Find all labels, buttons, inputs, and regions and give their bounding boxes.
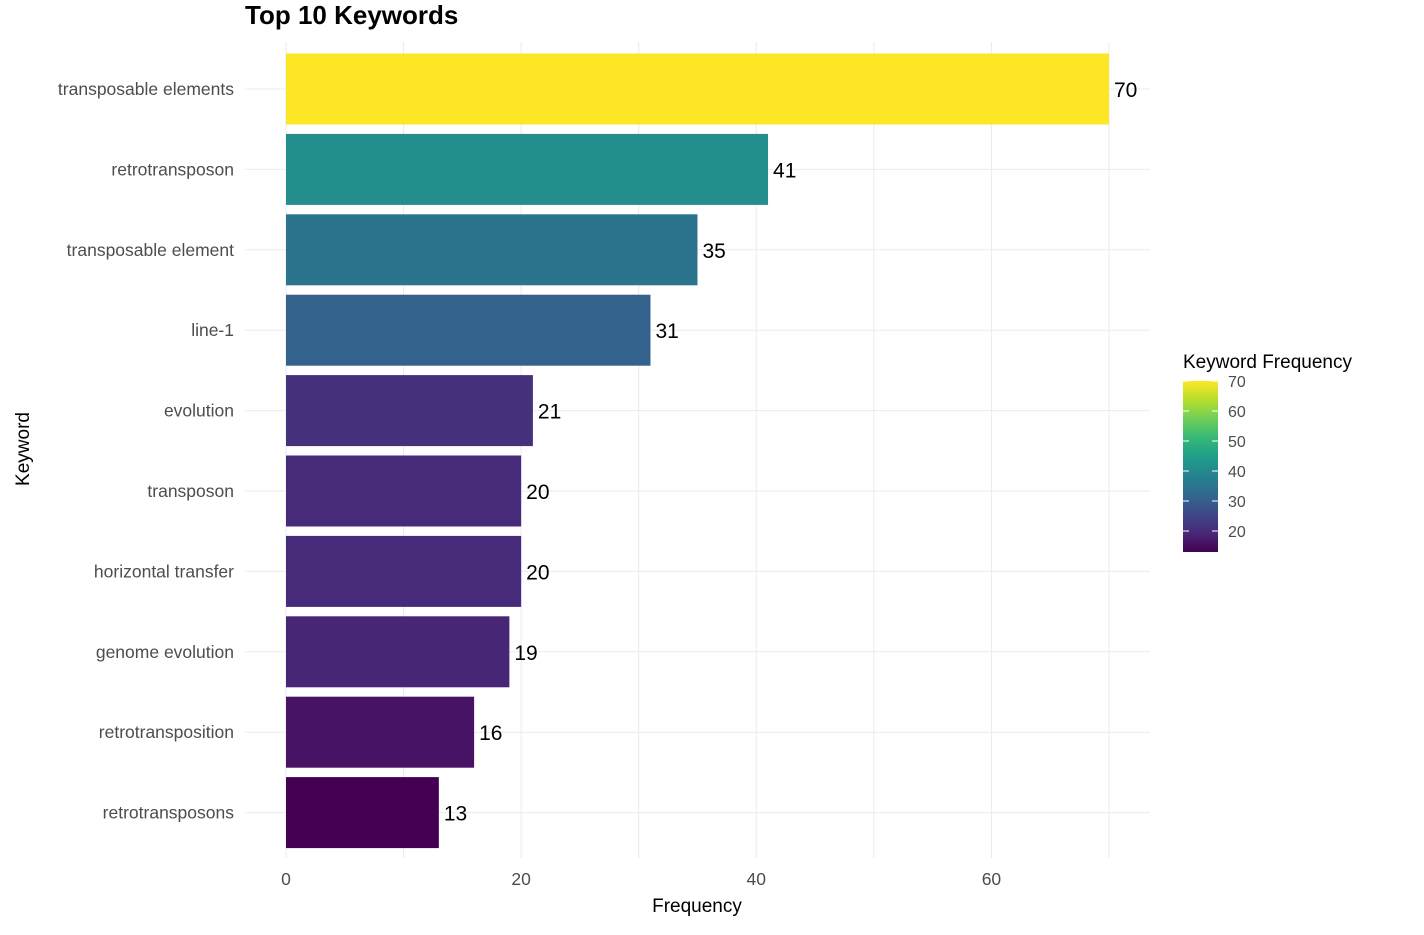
x-axis-title: Frequency [652,896,742,917]
y-tick-label: genome evolution [96,642,234,662]
bar [286,53,1109,125]
legend-title: Keyword Frequency [1183,352,1352,373]
x-tick-label: 60 [982,869,1002,889]
y-tick-label: transposon [147,481,234,501]
y-axis-title: Keyword [13,412,34,486]
legend-tick-label: 30 [1228,494,1246,511]
legend-tick-label: 40 [1228,464,1246,481]
data-label: 35 [703,240,726,263]
bar [286,777,439,849]
x-tick-label: 0 [281,869,291,889]
bar [286,214,698,286]
data-label: 21 [538,401,561,424]
data-label: 31 [655,320,678,343]
y-tick-label: retrotransposition [99,722,234,742]
data-label: 19 [514,642,537,665]
x-tick-label: 40 [747,869,767,889]
legend-tick-label: 60 [1228,404,1246,421]
bar [286,535,522,607]
data-label: 41 [773,159,796,182]
y-tick-label: retrotransposon [111,159,234,179]
bars [286,53,1109,849]
y-tick-label: transposable elements [58,79,234,99]
data-label: 20 [526,561,549,584]
y-tick-label: retrotransposons [103,803,235,823]
x-tick-label: 20 [511,869,531,889]
value-labels: 70 41 35 31 21 20 20 19 16 13 [444,79,1138,826]
data-label: 20 [526,481,549,504]
data-label: 70 [1114,79,1137,102]
y-tick-label: evolution [164,401,234,421]
bar [286,616,510,688]
bar [286,133,769,205]
legend: Keyword Frequency 70 60 50 40 30 20 [1183,352,1352,552]
y-tick-label: transposable element [67,240,234,260]
legend-tick-label: 20 [1228,524,1246,541]
y-tick-label: line-1 [191,320,234,340]
y-tick-label: horizontal transfer [94,561,234,581]
legend-tick-label: 50 [1228,434,1246,451]
bar [286,294,651,366]
x-axis-ticks: 0 20 40 60 [281,869,1001,889]
legend-ticks: 70 60 50 40 30 20 [1183,374,1246,541]
legend-colorbar [1183,381,1218,552]
legend-tick-label: 70 [1228,374,1246,391]
chart-title: Top 10 Keywords [245,0,458,30]
bar [286,696,475,768]
bar [286,455,522,527]
data-label: 16 [479,722,502,745]
data-label: 13 [444,803,467,826]
y-axis-ticks: transposable elements retrotransposon tran… [58,79,234,823]
bar [286,375,533,447]
